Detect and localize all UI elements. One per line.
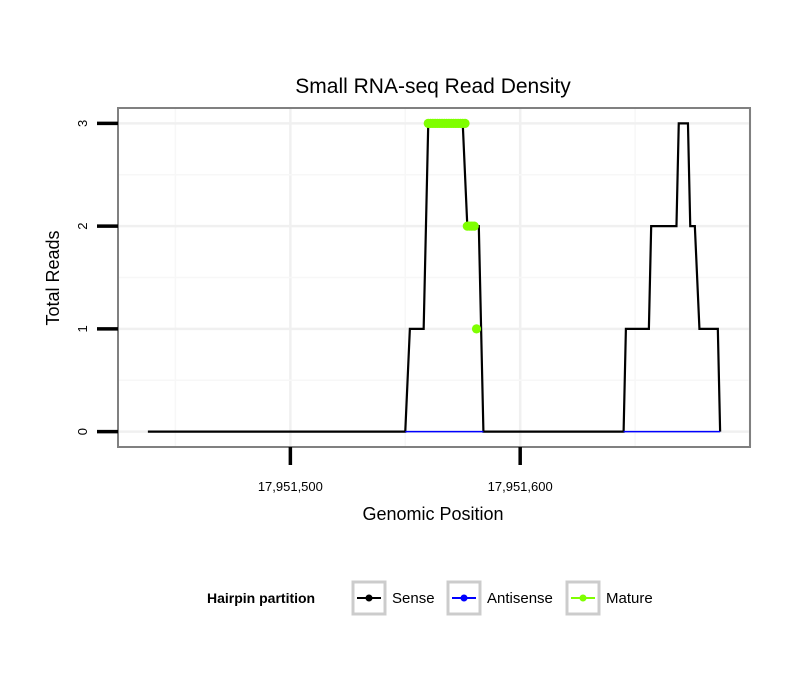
legend-label-mature: Mature <box>606 590 653 607</box>
x-tick-label: 17,951,500 <box>258 479 323 494</box>
mature-point <box>471 324 482 334</box>
legend-item-mature: Mature <box>565 580 653 616</box>
y-tick-label: 0 <box>75 428 90 435</box>
legend-label-antisense: Antisense <box>487 590 553 607</box>
y-tick-label: 3 <box>75 120 90 127</box>
legend-label-sense: Sense <box>392 590 435 607</box>
y-axis: 0 1 2 3 <box>75 120 118 435</box>
series-layer <box>147 118 722 433</box>
y-tick-label: 1 <box>75 325 90 332</box>
mature-point <box>460 118 470 129</box>
x-axis-label: Genomic Position <box>362 504 503 524</box>
x-axis: 17,951,500 17,951,600 <box>258 447 553 494</box>
legend: Hairpin partition Sense Antisense Mature <box>207 580 653 616</box>
legend-title: Hairpin partition <box>207 590 315 606</box>
legend-item-antisense: Antisense <box>446 580 553 616</box>
y-axis-label: Total Reads <box>43 230 63 325</box>
y-tick-label: 2 <box>75 223 90 230</box>
plot-panel <box>117 107 752 448</box>
x-tick-label: 17,951,600 <box>488 479 553 494</box>
plot-border <box>117 107 751 448</box>
mature-point <box>469 221 479 231</box>
series-line-sense <box>147 122 722 433</box>
chart-title: Small RNA-seq Read Density <box>295 75 571 98</box>
legend-item-sense: Sense <box>351 580 435 616</box>
